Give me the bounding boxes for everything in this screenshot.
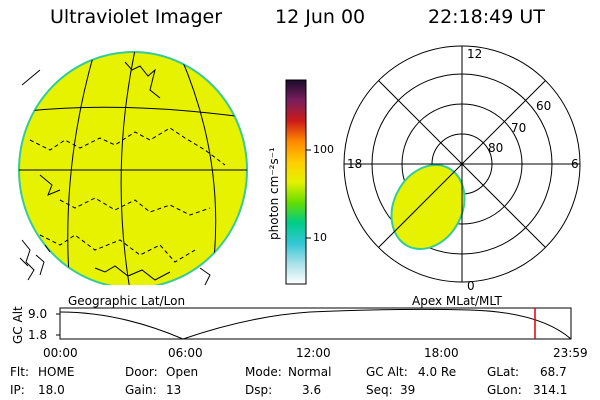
mlt-label-12: 12: [467, 47, 482, 61]
altitude-curve: [59, 308, 572, 340]
gain-value: 13: [166, 383, 182, 397]
seq-label: Seq:: [366, 383, 393, 397]
dsp-label: Dsp:: [245, 383, 273, 397]
mlat-label-60: 60: [536, 99, 551, 113]
colorbar-tick-100: 100: [313, 143, 334, 156]
ip-value: 18.0: [38, 383, 65, 397]
glat-value: 68.7: [540, 365, 567, 379]
mlt-line-diag: [378, 80, 546, 248]
mlt-label-18: 18: [347, 157, 362, 171]
orbit-plot-frame: [59, 307, 572, 340]
coastline: [59, 197, 211, 216]
coastline: [21, 69, 41, 86]
coastline: [124, 61, 161, 99]
date-display: 12 Jun 00: [275, 6, 366, 28]
coastline: [39, 234, 196, 263]
x-tick-2359: 23:59: [553, 346, 588, 360]
y-tick-1-8: 1.8: [28, 328, 47, 342]
color-scale-bar: 100 10 photon cm⁻²s⁻¹: [267, 79, 334, 285]
x-tick-0000: 00:00: [43, 346, 78, 360]
door-label: Door:: [125, 365, 158, 379]
flt-label: Flt:: [10, 365, 29, 379]
door-value: Open: [166, 365, 199, 379]
latitude-line: [19, 106, 247, 119]
ip-label: IP:: [10, 383, 25, 397]
gcalt-label: GC Alt:: [366, 365, 408, 379]
geographic-caption: Geographic Lat/Lon: [68, 294, 186, 308]
x-tick-1800: 18:00: [424, 346, 459, 360]
coastline: [19, 239, 51, 281]
glon-label: GLon:: [487, 383, 522, 397]
orbit-altitude-plot: GC Alt 9.0 1.8: [11, 306, 572, 344]
geographic-image-panel: [18, 51, 248, 285]
coastline: [39, 174, 61, 196]
y-tick-9: 9.0: [28, 307, 47, 321]
apex-caption: Apex MLat/MLT: [412, 294, 502, 308]
dsp-value: 3.6: [302, 383, 322, 397]
polar-mlt-plot: 12 18 6 0 60 70 80: [343, 45, 581, 293]
glat-label: GLat:: [487, 365, 520, 379]
mlat-label-80: 80: [488, 141, 503, 155]
x-tick-0600: 06:00: [168, 346, 203, 360]
orbit-ylabel: GC Alt: [11, 306, 25, 344]
mode-label: Mode:: [245, 365, 282, 379]
imager-title: Ultraviolet Imager: [50, 6, 223, 28]
x-tick-1200: 12:00: [296, 346, 331, 360]
mlt-label-6: 6: [571, 157, 579, 171]
aurora-oval: [390, 163, 466, 251]
gcalt-value: 4.0 Re: [418, 365, 457, 379]
mlat-label-70: 70: [511, 121, 526, 135]
coastline: [199, 267, 211, 285]
colorbar-unit-label: photon cm⁻²s⁻¹: [267, 147, 281, 240]
coastline: [94, 265, 171, 281]
colorbar-tick-10: 10: [313, 231, 327, 244]
time-display: 22:18:49 UT: [428, 6, 545, 28]
coastline: [29, 127, 226, 166]
longitude-line: [67, 52, 96, 285]
mode-value: Normal: [288, 365, 332, 379]
gain-label: Gain:: [125, 383, 157, 397]
colorbar-gradient: [285, 79, 307, 285]
seq-value: 39: [400, 383, 416, 397]
glon-value: 314.1: [533, 383, 568, 397]
longitude-line: [120, 52, 136, 285]
flt-value: HOME: [38, 365, 75, 379]
mlt-label-0: 0: [467, 279, 475, 293]
